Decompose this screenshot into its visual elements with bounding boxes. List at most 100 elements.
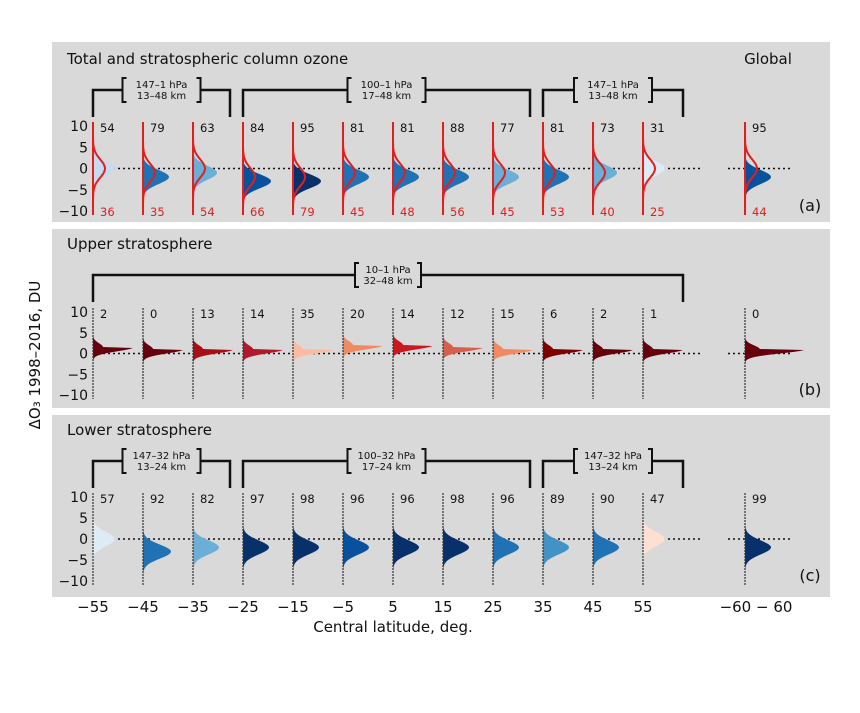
bracket-pressure-label: 10–1 hPa [365,265,410,276]
distribution-fill [443,312,483,395]
distribution-fill [493,126,519,211]
top-count-label: 81 [400,121,415,135]
bracket-left-arm [541,88,574,117]
y-axis-label: ΔO₃ 1998–2016, DU [26,281,44,430]
bracket-altitude-label: 13–24 km [137,462,186,473]
bracket-altitude-label: 13–48 km [588,91,637,102]
distribution-fill [243,497,269,581]
y-tick-label: 0 [79,347,88,363]
bracket-box-right [648,448,653,474]
bracket-box-left [121,448,127,474]
distribution-fill [493,312,533,395]
bottom-count-label: 66 [250,205,265,219]
top-count-label: 47 [650,492,665,506]
top-count-label: 13 [200,307,215,321]
distribution-fill [243,312,283,395]
bracket-box-left [346,448,352,474]
distribution-fill [443,497,469,581]
x-tick-label: 35 [533,598,552,616]
panel-a-title: Total and stratospheric column ozone [66,50,348,68]
top-count-label: 57 [100,492,115,506]
bottom-count-label: 45 [350,205,365,219]
distribution-fill [193,312,233,395]
y-tick-label: −10 [58,388,88,404]
bracket-box-right [196,448,202,474]
top-count-label: 73 [600,121,615,135]
top-count-label: 89 [550,492,565,506]
bracket-left-arm [91,273,355,302]
bottom-count-label: 40 [600,205,615,219]
y-tick-label: 5 [79,326,88,342]
distribution-fill [543,497,569,581]
top-count-label: 92 [150,492,165,506]
x-tick-label: −15 [277,598,309,616]
distribution-fill [343,497,369,581]
top-count-label: 14 [250,307,265,321]
distribution-fill [543,126,569,211]
bracket-altitude-label: 32–48 km [363,276,412,287]
bracket-box-right [196,77,202,103]
x-tick-label: 5 [388,598,398,616]
panel-c-background [52,415,830,597]
bracket-box-left [346,77,352,103]
distribution-fill [243,126,271,211]
top-count-label: 12 [450,307,465,321]
x-tick-label: 15 [433,598,452,616]
y-tick-label: 10 [70,119,88,135]
distribution-fill [143,497,171,581]
panel-b-label: (b) [799,380,822,399]
y-tick-label: −10 [58,204,88,220]
top-count-label: 14 [400,307,415,321]
panel-b-background [52,229,830,408]
top-count-label: 63 [200,121,215,135]
y-tick-label: 5 [79,140,88,156]
panel-c-label: (c) [799,566,820,585]
x-tick-label: 25 [483,598,502,616]
distribution-fill [593,126,617,211]
y-tick-label: −5 [67,367,88,383]
panel-a-label: (a) [799,196,821,215]
distribution-fill [293,126,321,211]
distribution-fill [643,312,683,395]
top-count-label: 95 [752,121,767,135]
distribution-fill [745,312,805,395]
distribution-fill [93,497,115,581]
panel-c-title: Lower stratosphere [67,421,212,439]
bracket-right-arm [425,88,532,117]
bracket-right-arm [200,459,232,488]
bracket-left-arm [241,88,348,117]
distribution-fill [593,312,633,395]
bottom-count-label: 36 [100,205,115,219]
bracket-box-left [573,77,578,103]
top-count-label: 77 [500,121,515,135]
distribution-fill [143,126,169,211]
top-count-label: 79 [150,121,165,135]
x-tick-label: 45 [583,598,602,616]
top-count-label: 97 [250,492,265,506]
distribution-fill [393,497,419,581]
top-count-label: 88 [450,121,465,135]
y-tick-label: −5 [67,553,88,569]
bottom-count-label: 56 [450,205,465,219]
bottom-count-label: 48 [400,205,415,219]
distribution-fill [443,126,469,211]
top-count-label: 20 [350,307,365,321]
top-count-label: 6 [550,307,557,321]
distribution-fill [193,497,219,581]
top-count-label: 95 [300,121,315,135]
bracket-right-arm [421,273,685,302]
y-tick-label: 5 [79,511,88,527]
bracket-box-left [573,448,578,474]
bracket-box-right [417,262,422,288]
bracket-pressure-label: 147–1 hPa [587,80,639,91]
bottom-count-label: 79 [300,205,315,219]
bottom-count-label: 53 [550,205,565,219]
bracket-box-right [421,448,427,474]
distribution-fill [293,497,319,581]
bracket-altitude-label: 13–24 km [588,462,637,473]
bracket-left-arm [91,88,123,117]
bracket-left-arm [241,459,348,488]
y-tick-label: −10 [58,574,88,590]
y-tick-label: 0 [79,162,88,178]
